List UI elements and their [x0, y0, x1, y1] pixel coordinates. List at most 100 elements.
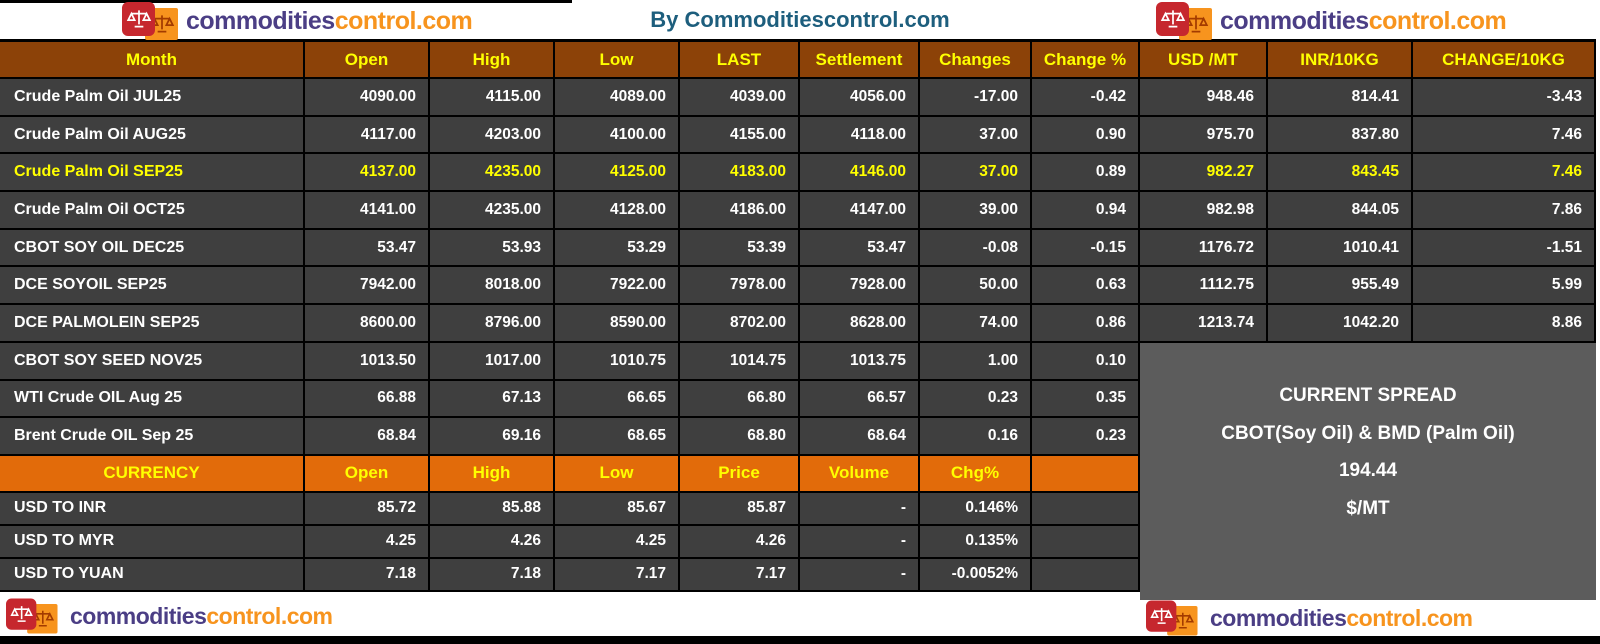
futures-cell: 8796.00 [430, 305, 555, 343]
brand-part1: commodities [186, 6, 335, 35]
futures-cell: 4118.00 [800, 116, 920, 155]
futures-cell: 67.13 [430, 380, 555, 419]
futures-cell: 4147.00 [800, 192, 920, 230]
column-header-month: Month [0, 42, 305, 79]
currency-row-name: USD TO MYR [0, 525, 305, 559]
futures-cell: 68.80 [680, 418, 800, 456]
futures-cell: 5.99 [1413, 267, 1596, 306]
currency-cell: -0.0052% [920, 558, 1032, 592]
futures-cell: 4183.00 [680, 154, 800, 193]
futures-cell: 4235.00 [430, 192, 555, 230]
futures-cell: -0.42 [1032, 79, 1140, 117]
futures-cell: 975.70 [1140, 116, 1268, 155]
scales-icon [6, 598, 63, 635]
futures-cell: 66.65 [555, 380, 680, 419]
futures-body: Crude Palm Oil JUL25 4090.00 4115.00 4089.0… [0, 79, 1596, 456]
futures-cell: 948.46 [1140, 79, 1268, 117]
futures-cell: -0.15 [1032, 229, 1140, 268]
futures-cell: 982.98 [1140, 192, 1268, 230]
futures-cell: 8018.00 [430, 267, 555, 306]
current-spread-box: CURRENT SPREAD CBOT(Soy Oil) & BMD (Palm… [1140, 343, 1596, 600]
futures-cell: 1013.50 [305, 342, 430, 381]
currency-cell: 0.146% [920, 492, 1032, 526]
futures-cell: 1042.20 [1268, 305, 1413, 343]
futures-cell: 1010.75 [555, 342, 680, 381]
futures-cell: 982.27 [1140, 154, 1268, 193]
futures-row-month: Crude Palm Oil AUG25 [0, 116, 305, 155]
currency-cell: 7.17 [680, 558, 800, 592]
futures-cell: 68.84 [305, 418, 430, 456]
futures-cell: 0.23 [920, 380, 1032, 419]
currency-cell: - [800, 558, 920, 592]
futures-row-month: DCE PALMOLEIN SEP25 [0, 305, 305, 343]
column-header-low: Low [555, 42, 680, 79]
currency-empty-cell [1032, 558, 1140, 592]
brand-part1: commodities [1210, 604, 1347, 631]
futures-cell: 53.39 [680, 229, 800, 268]
futures-cell: 66.57 [800, 380, 920, 419]
futures-cell: 4125.00 [555, 154, 680, 193]
futures-cell: 8.86 [1413, 305, 1596, 343]
spread-pair: CBOT(Soy Oil) & BMD (Palm Oil) [1221, 422, 1515, 444]
brand-part2: control.com [206, 602, 333, 629]
futures-cell: 955.49 [1268, 267, 1413, 306]
futures-cell: 844.05 [1268, 192, 1413, 230]
futures-cell: 69.16 [430, 418, 555, 456]
spread-title: CURRENT SPREAD [1279, 385, 1457, 406]
futures-cell: 843.45 [1268, 154, 1413, 193]
futures-row-month: CBOT SOY OIL DEC25 [0, 229, 305, 268]
futures-cell: 4141.00 [305, 192, 430, 230]
currency-cell: 0.135% [920, 525, 1032, 559]
futures-cell: 4203.00 [430, 116, 555, 155]
currency-row-name: USD TO INR [0, 492, 305, 526]
futures-cell: 74.00 [920, 305, 1032, 343]
futures-cell: 68.64 [800, 418, 920, 456]
futures-row-month: CBOT SOY SEED NOV25 [0, 342, 305, 381]
futures-row-month: Crude Palm Oil OCT25 [0, 192, 305, 230]
futures-cell: 66.80 [680, 380, 800, 419]
column-header-changes: Changes [920, 42, 1032, 79]
futures-cell: 7.86 [1413, 192, 1596, 230]
futures-cell: 7942.00 [305, 267, 430, 306]
futures-cell: 1013.75 [800, 342, 920, 381]
currency-cell: 85.67 [555, 492, 680, 526]
futures-cell: 4146.00 [800, 154, 920, 193]
page-title: By Commoditiescontrol.com [650, 7, 950, 32]
futures-cell: 0.86 [1032, 305, 1140, 343]
futures-cell: 4056.00 [800, 79, 920, 117]
futures-cell: 0.89 [1032, 154, 1140, 193]
futures-cell: 37.00 [920, 116, 1032, 155]
currency-cell: 85.87 [680, 492, 800, 526]
futures-cell: 0.94 [1032, 192, 1140, 230]
currency-cell: 7.18 [430, 558, 555, 592]
futures-cell: 0.10 [1032, 342, 1140, 381]
futures-cell: 68.65 [555, 418, 680, 456]
futures-cell: 66.88 [305, 380, 430, 419]
futures-cell: 7.46 [1413, 154, 1596, 193]
currency-header-empty-cell [1032, 455, 1140, 493]
futures-cell: 53.47 [305, 229, 430, 268]
futures-cell: 1014.75 [680, 342, 800, 381]
futures-cell: 1017.00 [430, 342, 555, 381]
column-header-last: LAST [680, 42, 800, 79]
futures-cell: 4089.00 [555, 79, 680, 117]
currency-empty-cell [1032, 525, 1140, 559]
currency-cell: 7.17 [555, 558, 680, 592]
column-header-inr-10kg: INR/10KG [1268, 42, 1413, 79]
column-header-high: High [430, 455, 555, 493]
column-header-volume: Volume [800, 455, 920, 493]
column-header-low: Low [555, 455, 680, 493]
brand-part2: control.com [1346, 604, 1473, 631]
scales-icon [122, 1, 184, 41]
brand-part2: control.com [1368, 6, 1507, 35]
futures-row-month: DCE SOYOIL SEP25 [0, 267, 305, 306]
futures-cell: 4090.00 [305, 79, 430, 117]
futures-cell: 4186.00 [680, 192, 800, 230]
futures-cell: 814.41 [1268, 79, 1413, 117]
futures-cell: 39.00 [920, 192, 1032, 230]
column-header-currency: CURRENCY [0, 455, 305, 493]
top-edge-line [0, 0, 572, 3]
futures-cell: 4235.00 [430, 154, 555, 193]
futures-row-month: Crude Palm Oil JUL25 [0, 79, 305, 117]
futures-cell: 37.00 [920, 154, 1032, 193]
